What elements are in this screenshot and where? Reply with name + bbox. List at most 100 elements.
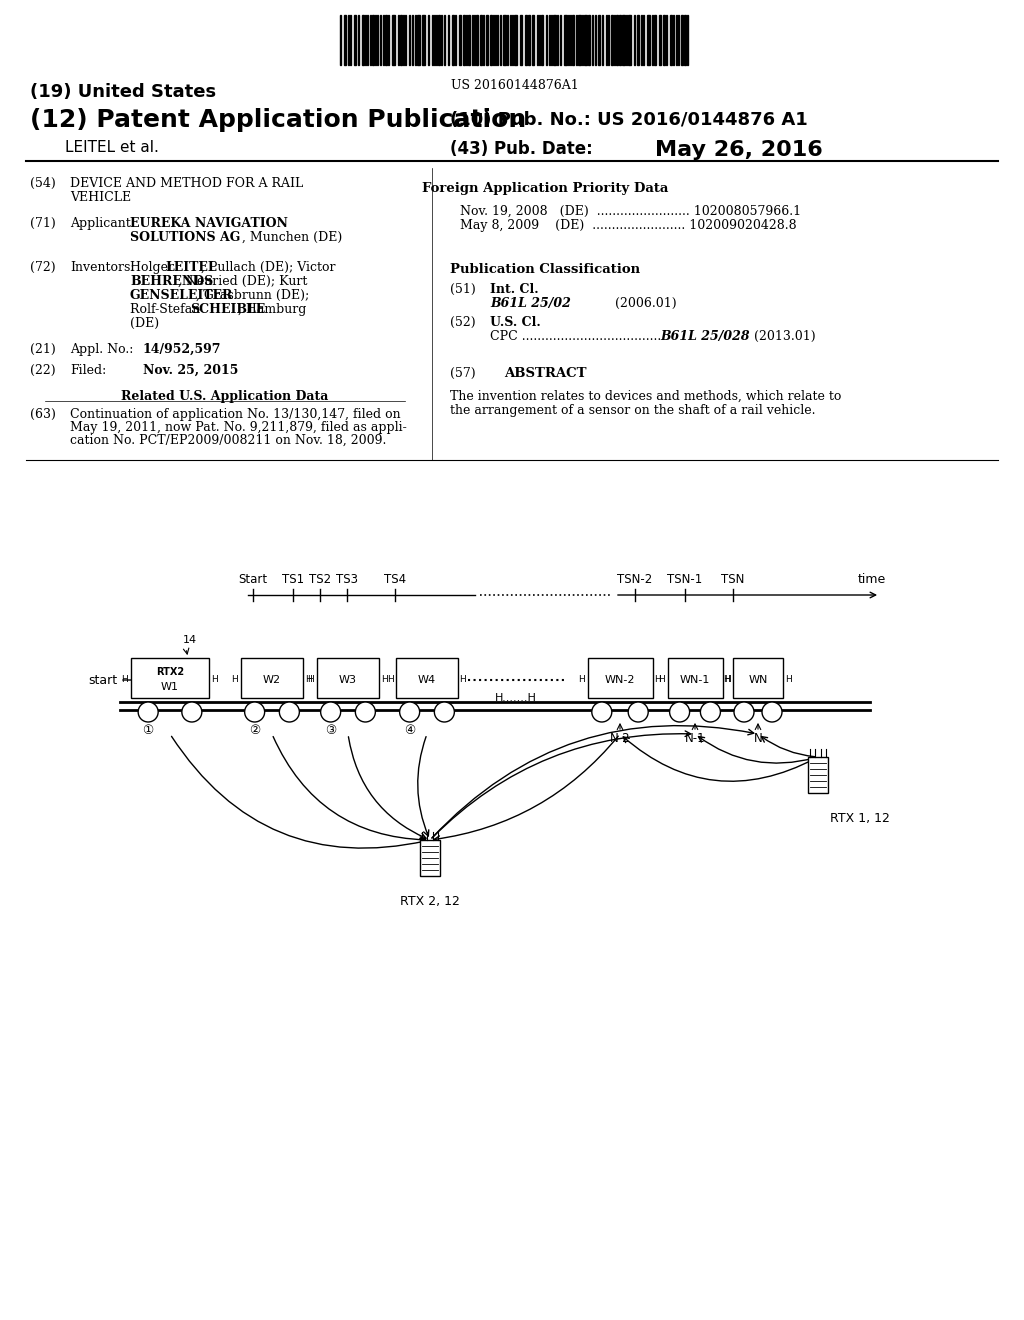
Text: SOLUTIONS AG: SOLUTIONS AG [130, 231, 241, 244]
Bar [611, 15, 613, 65]
Text: N-2: N-2 [609, 731, 631, 744]
Bar [628, 15, 631, 65]
Text: H: H [784, 676, 792, 685]
Bar [588, 657, 652, 698]
Bar [422, 15, 425, 65]
Text: W2: W2 [263, 675, 281, 685]
Bar [480, 15, 482, 65]
Text: H: H [460, 676, 466, 685]
Text: (19) United States: (19) United States [30, 83, 216, 102]
Text: H: H [724, 676, 730, 685]
Text: Related U.S. Application Data: Related U.S. Application Data [121, 389, 329, 403]
Bar [514, 15, 517, 65]
Bar [584, 15, 587, 65]
Text: H: H [658, 676, 665, 685]
Bar [528, 15, 530, 65]
Bar [618, 15, 621, 65]
Circle shape [399, 702, 420, 722]
Text: (2006.01): (2006.01) [615, 297, 677, 310]
Text: (43) Pub. Date:: (43) Pub. Date: [450, 140, 593, 158]
Bar [564, 15, 567, 65]
Text: , Pullach (DE); Victor: , Pullach (DE); Victor [201, 261, 336, 275]
Bar [616, 15, 618, 65]
Bar [241, 657, 303, 698]
Bar [578, 15, 581, 65]
Text: The invention relates to devices and methods, which relate to: The invention relates to devices and met… [450, 389, 842, 403]
Bar [372, 15, 374, 65]
Text: H: H [579, 676, 585, 685]
Bar [362, 15, 364, 65]
Bar [808, 756, 828, 793]
Bar [385, 15, 387, 65]
Text: RTX 2, 12: RTX 2, 12 [400, 895, 460, 908]
Text: RTX 1, 12: RTX 1, 12 [830, 812, 890, 825]
Text: US 20160144876A1: US 20160144876A1 [452, 79, 579, 92]
Text: H: H [387, 676, 393, 685]
Text: ③: ③ [325, 725, 336, 738]
Bar [663, 15, 665, 65]
Text: (2013.01): (2013.01) [750, 330, 816, 343]
Text: Start: Start [239, 573, 267, 586]
Bar [468, 15, 470, 65]
Text: May 26, 2016: May 26, 2016 [655, 140, 822, 160]
Circle shape [245, 702, 264, 722]
Text: H: H [304, 676, 311, 685]
Text: TSN-1: TSN-1 [668, 573, 702, 586]
Circle shape [762, 702, 782, 722]
Text: , Neuried (DE); Kurt: , Neuried (DE); Kurt [178, 275, 307, 288]
Bar [654, 15, 656, 65]
Text: B61L 25/028: B61L 25/028 [660, 330, 750, 343]
Bar [598, 15, 600, 65]
Bar [354, 15, 356, 65]
Text: (22): (22) [30, 364, 55, 378]
Bar [670, 15, 672, 65]
Bar [417, 15, 420, 65]
Text: N-1: N-1 [685, 731, 706, 744]
Text: Int. Cl.: Int. Cl. [490, 282, 539, 296]
Bar [637, 15, 639, 65]
Text: TSN: TSN [721, 573, 744, 586]
Bar [344, 15, 346, 65]
Bar [396, 657, 458, 698]
Bar [459, 15, 461, 65]
Circle shape [138, 702, 158, 722]
Text: ④: ④ [404, 725, 416, 738]
Text: W4: W4 [418, 675, 436, 685]
Text: ②: ② [249, 725, 260, 738]
Text: time: time [858, 573, 886, 586]
Bar [553, 15, 556, 65]
Text: the arrangement of a sensor on the shaft of a rail vehicle.: the arrangement of a sensor on the shaft… [450, 404, 815, 417]
Text: Foreign Application Priority Data: Foreign Application Priority Data [422, 182, 669, 195]
Bar [622, 15, 625, 65]
Bar [520, 15, 522, 65]
Text: LEITEL: LEITEL [165, 261, 217, 275]
Text: WN-1: WN-1 [680, 675, 711, 685]
Text: H: H [122, 676, 128, 685]
Bar [486, 15, 488, 65]
Text: (72): (72) [30, 261, 55, 275]
Text: RTX2: RTX2 [156, 667, 184, 677]
Text: LEITEL et al.: LEITEL et al. [65, 140, 159, 154]
Text: Appl. No.:: Appl. No.: [70, 343, 133, 356]
Bar [438, 15, 440, 65]
Text: TS2: TS2 [309, 573, 331, 586]
Text: May 8, 2009    (DE)  ........................ 102009020428.8: May 8, 2009 (DE) .......................… [460, 219, 797, 232]
Bar [681, 15, 683, 65]
Text: Continuation of application No. 13/130,147, filed on: Continuation of application No. 13/130,1… [70, 408, 400, 421]
Text: , Hamburg: , Hamburg [238, 304, 306, 315]
Text: H: H [654, 676, 660, 685]
Text: H: H [724, 676, 731, 685]
Text: (21): (21) [30, 343, 55, 356]
Text: ①: ① [142, 725, 154, 738]
Text: TS3: TS3 [336, 573, 358, 586]
Bar [684, 15, 686, 65]
Bar [392, 15, 395, 65]
Bar [400, 15, 402, 65]
Circle shape [734, 702, 754, 722]
Text: B61L 25/02: B61L 25/02 [490, 297, 570, 310]
Text: W3: W3 [339, 675, 357, 685]
Text: U.S. Cl.: U.S. Cl. [490, 315, 541, 329]
Bar [659, 15, 662, 65]
Circle shape [592, 702, 611, 722]
Text: , Munchen (DE): , Munchen (DE) [242, 231, 342, 244]
